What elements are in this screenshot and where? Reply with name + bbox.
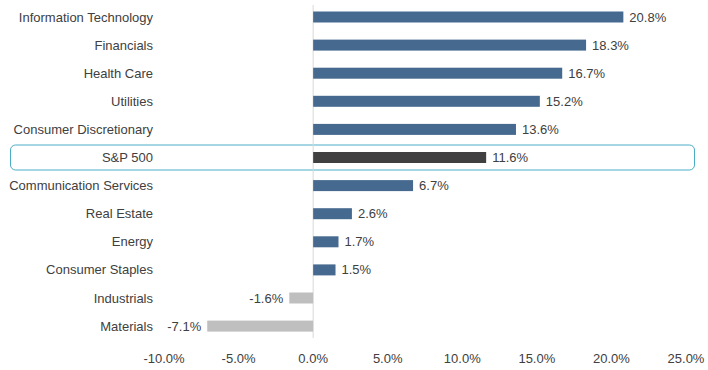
category-label: Industrials — [94, 291, 154, 306]
data-label: 1.7% — [344, 234, 374, 249]
tick-label: -5.0% — [222, 351, 256, 366]
bar — [313, 152, 486, 163]
bar — [207, 321, 313, 332]
tick-label: 5.0% — [373, 351, 403, 366]
data-label: 20.8% — [629, 10, 666, 25]
bar — [313, 124, 516, 135]
bar — [313, 96, 540, 107]
bar — [313, 40, 586, 51]
category-label: Consumer Discretionary — [14, 122, 154, 137]
category-label: Communication Services — [9, 178, 153, 193]
data-label: -7.1% — [167, 319, 201, 334]
category-label: Real Estate — [86, 206, 153, 221]
category-label: Utilities — [111, 94, 153, 109]
data-label: 6.7% — [419, 178, 449, 193]
bar — [289, 293, 313, 304]
category-label: Materials — [100, 319, 153, 334]
tick-label: 20.0% — [593, 351, 630, 366]
zero-line — [313, 5, 314, 338]
bar — [313, 68, 562, 79]
tick-label: 25.0% — [668, 351, 705, 366]
data-label: 11.6% — [492, 150, 528, 165]
data-label: -1.6% — [249, 291, 283, 306]
data-label: 15.2% — [546, 94, 583, 109]
data-label: 1.5% — [342, 262, 372, 277]
category-label: Energy — [112, 234, 154, 249]
category-label: Consumer Staples — [46, 262, 153, 277]
tick-label: 10.0% — [444, 351, 481, 366]
chart: Information Technology 20.8% Financials 18.… — [0, 0, 708, 370]
bar — [313, 264, 335, 275]
highlight-box — [11, 145, 695, 170]
data-label: 18.3% — [592, 38, 629, 53]
category-label: Information Technology — [19, 10, 154, 25]
tick-label: 0.0% — [298, 351, 328, 366]
category-label: S&P 500 — [102, 150, 153, 165]
bar — [313, 208, 352, 219]
data-label: 13.6% — [522, 122, 559, 137]
bar — [313, 180, 413, 191]
data-label: 2.6% — [358, 206, 388, 221]
tick-label: -10.0% — [143, 351, 185, 366]
tick-label: 15.0% — [518, 351, 555, 366]
bar — [313, 12, 623, 23]
data-label: 16.7% — [568, 66, 605, 81]
bar — [313, 236, 338, 247]
bars — [207, 5, 623, 338]
category-label: Health Care — [84, 66, 153, 81]
category-label: Financials — [94, 38, 153, 53]
